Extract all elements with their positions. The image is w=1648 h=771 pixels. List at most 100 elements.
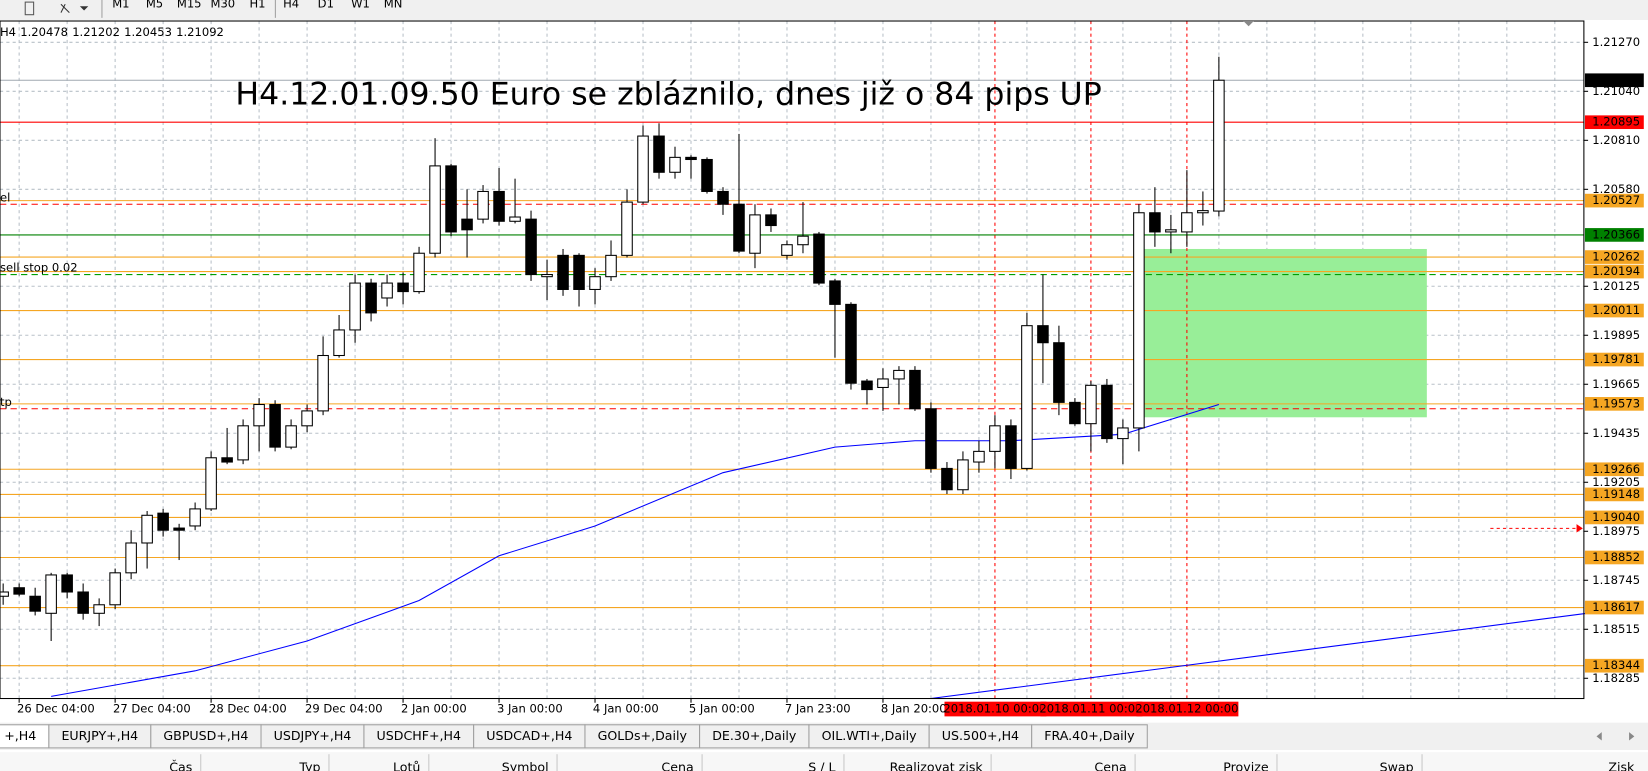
candle-body: [893, 369, 905, 380]
candle-body: [765, 214, 777, 227]
candle-body: [269, 403, 281, 448]
toolbar-icon[interactable]: [60, 3, 70, 13]
tab[interactable]: USDCHF+,H4: [363, 724, 475, 749]
x-tick-label: 28 Dec 04:00: [209, 702, 287, 716]
level-label: 1.20366: [1592, 227, 1640, 241]
y-tick-label: 1.21040: [1592, 84, 1640, 98]
level-label: 1.18344: [1592, 658, 1640, 672]
timeframe-button[interactable]: M15: [177, 0, 202, 11]
y-tick-label: 1.20580: [1592, 182, 1640, 196]
candle-body: [13, 587, 25, 595]
tab[interactable]: FRA.40+,Daily: [1031, 724, 1148, 749]
marked-time-box: [1136, 701, 1239, 717]
tab[interactable]: GBPUSD+,H4: [150, 724, 262, 749]
tab[interactable]: DE.30+,Daily: [699, 724, 810, 749]
column-header[interactable]: Čas: [169, 759, 192, 771]
level-label-box: [1584, 550, 1644, 565]
candle-body: [781, 244, 793, 256]
candle-body: [877, 378, 889, 388]
toolbar-icon[interactable]: [24, 1, 35, 16]
tab[interactable]: USDCAD+,H4: [473, 724, 586, 749]
level-label: 1.20527: [1592, 193, 1640, 207]
levels-layer: [0, 21, 1584, 699]
tab[interactable]: OIL.WTI+,Daily: [808, 724, 930, 749]
tab-label[interactable]: US.500+,H4: [942, 728, 1019, 743]
tab-label[interactable]: USDJPY+,H4: [274, 728, 352, 743]
tab-label[interactable]: EURJPY+,H4: [61, 728, 138, 743]
column-header[interactable]: Lotů: [393, 759, 420, 771]
candle-body: [829, 280, 841, 305]
tab-background[interactable]: [1031, 724, 1148, 749]
column-header[interactable]: Symbol: [502, 759, 549, 771]
candle-body: [1133, 212, 1145, 429]
column-header[interactable]: Provize: [1223, 759, 1269, 771]
ohlc-high: 1.21202: [72, 25, 120, 39]
candle-body: [989, 425, 1001, 452]
candle-body: [413, 252, 425, 293]
column-header[interactable]: Cena: [1094, 759, 1126, 771]
candle-body: [253, 403, 265, 427]
candle-body: [653, 135, 665, 173]
timeframe-button[interactable]: MN: [384, 0, 403, 11]
tab-label[interactable]: USDCHF+,H4: [377, 728, 461, 743]
ohlc-open: 1.20478: [20, 25, 68, 39]
candle-body: [285, 425, 297, 448]
candle-body: [573, 254, 585, 290]
candle-body: [813, 233, 825, 284]
level-label: 1.20011: [1592, 303, 1640, 317]
tab[interactable]: US.500+,H4: [928, 724, 1033, 749]
candle-body: [1021, 325, 1033, 469]
toolbar-dropdown[interactable]: [79, 6, 89, 11]
tab[interactable]: USDJPY+,H4: [260, 724, 365, 749]
level-label: 1.18852: [1592, 550, 1640, 564]
y-tick-label: 1.19205: [1592, 475, 1640, 489]
tab-label[interactable]: +,H4: [4, 728, 36, 743]
ohlc-close: 1.21092: [176, 25, 224, 39]
table-header: [0, 752, 1648, 771]
tab-label[interactable]: USDCAD+,H4: [486, 728, 572, 743]
timeframe-button[interactable]: H1: [249, 0, 265, 11]
tab-label[interactable]: DE.30+,Daily: [712, 728, 797, 743]
tab[interactable]: EURJPY+,H4: [48, 724, 152, 749]
timeframe-button[interactable]: M5: [146, 0, 163, 11]
y-tick-label: 1.18745: [1592, 573, 1640, 587]
column-header[interactable]: Zisk: [1608, 759, 1635, 771]
tab-label[interactable]: FRA.40+,Daily: [1044, 728, 1135, 743]
candle-body: [797, 235, 809, 246]
y-tick-label: 1.18515: [1592, 622, 1640, 636]
arrow-head: [1576, 524, 1583, 533]
timeframe-button[interactable]: M1: [112, 0, 129, 11]
candle-body: [669, 156, 681, 173]
timeframe-button[interactable]: H4: [283, 0, 299, 11]
tab[interactable]: GOLDs+,Daily: [584, 724, 701, 749]
column-header[interactable]: Cena: [661, 759, 693, 771]
column-header[interactable]: Typ: [298, 759, 320, 771]
column-header[interactable]: Realizovat zisk: [890, 759, 984, 771]
timeframe-button[interactable]: D1: [318, 0, 334, 11]
timeframe-button[interactable]: W1: [351, 0, 370, 11]
candle-body: [189, 508, 201, 527]
level-label-box: [1584, 264, 1644, 279]
candle-body: [957, 459, 969, 491]
candle-body: [333, 329, 345, 357]
x-tick-label: 3 Jan 00:00: [497, 702, 563, 716]
y-tick-label: 1.19435: [1592, 426, 1640, 440]
column-header[interactable]: S / L: [808, 759, 835, 771]
tab-label[interactable]: GOLDs+,Daily: [598, 728, 688, 743]
tab-label[interactable]: OIL.WTI+,Daily: [822, 728, 918, 743]
labels-layer: 1.21270 1.21040 1.20810 1.20580 1.20125 1.198…: [0, 35, 1644, 717]
timeframe-button[interactable]: M30: [210, 0, 235, 11]
marked-time-label: 2018.01.10 00:00: [943, 702, 1046, 716]
tab[interactable]: +,H4: [0, 724, 50, 749]
candle-body: [221, 457, 233, 463]
column-header[interactable]: Swap: [1380, 759, 1414, 771]
candle-body: [557, 254, 569, 290]
tab-label[interactable]: GBPUSD+,H4: [163, 728, 248, 743]
candle-body: [173, 527, 185, 531]
level-label-box: [1584, 352, 1644, 367]
candle-body: [0, 591, 9, 597]
y-tick-label: 1.19895: [1592, 328, 1640, 342]
candle-body: [637, 135, 649, 203]
candle-body: [941, 467, 953, 491]
candle-body: [301, 410, 313, 427]
